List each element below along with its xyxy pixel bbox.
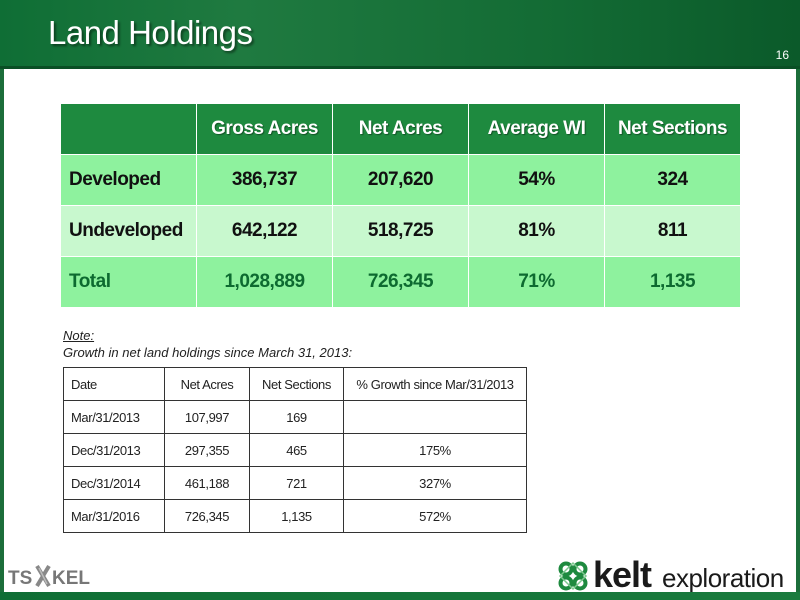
growth-table: Date Net Acres Net Sections % Growth sin… xyxy=(63,367,527,533)
table-row: Dec/31/2014 461,188 721 327% xyxy=(63,466,527,500)
kelt-wordmark: kelt xyxy=(593,554,652,595)
table-row: Undeveloped 642,122 518,725 81% 811 xyxy=(60,205,741,257)
table-row: Dec/31/2013 297,355 465 175% xyxy=(63,433,527,467)
growth-cell xyxy=(343,400,527,434)
date-cell: Dec/31/2013 xyxy=(63,433,165,467)
header-net-acres: Net Acres xyxy=(164,367,250,401)
header-blank xyxy=(60,103,197,155)
slide-number: 16 xyxy=(775,48,789,62)
net-sections-cell: 1,135 xyxy=(249,499,344,533)
table-header-row: Gross Acres Net Acres Average WI Net Sec… xyxy=(60,103,741,155)
net-acres-cell: 518,725 xyxy=(332,205,469,257)
header-growth: % Growth since Mar/31/2013 xyxy=(343,367,527,401)
table-row: Mar/31/2016 726,345 1,135 572% xyxy=(63,499,527,533)
date-cell: Dec/31/2014 xyxy=(63,466,165,500)
growth-cell: 327% xyxy=(343,466,527,500)
note-title: Note: xyxy=(63,328,95,343)
table-row: Mar/31/2013 107,997 169 xyxy=(63,400,527,434)
row-label: Total xyxy=(60,256,197,308)
svg-text:TS: TS xyxy=(8,568,32,589)
header-date: Date xyxy=(63,367,165,401)
note-text: Growth in net land holdings since March … xyxy=(63,345,353,360)
net-acres-cell: 726,345 xyxy=(332,256,469,308)
date-cell: Mar/31/2016 xyxy=(63,499,165,533)
kelt-knot-icon xyxy=(558,561,588,591)
growth-cell: 572% xyxy=(343,499,527,533)
date-cell: Mar/31/2013 xyxy=(63,400,165,434)
growth-cell: 175% xyxy=(343,433,527,467)
table-row-total: Total 1,028,889 726,345 71% 1,135 xyxy=(60,256,741,308)
row-label: Developed xyxy=(60,154,197,206)
row-label: Undeveloped xyxy=(60,205,197,257)
net-sections-cell: 324 xyxy=(604,154,741,206)
net-acres-cell: 297,355 xyxy=(164,433,250,467)
header-net-acres: Net Acres xyxy=(332,103,469,155)
net-acres-cell: 726,345 xyxy=(164,499,250,533)
header-average-wi: Average WI xyxy=(468,103,605,155)
average-wi-cell: 81% xyxy=(468,205,605,257)
net-sections-cell: 1,135 xyxy=(604,256,741,308)
right-border xyxy=(796,69,800,600)
average-wi-cell: 54% xyxy=(468,154,605,206)
tsx-kel-logo: TS KEL xyxy=(8,564,90,589)
header-net-sections: Net Sections xyxy=(249,367,344,401)
gross-acres-cell: 1,028,889 xyxy=(196,256,333,308)
land-holdings-table: Gross Acres Net Acres Average WI Net Sec… xyxy=(60,103,741,308)
net-acres-cell: 107,997 xyxy=(164,400,250,434)
net-sections-cell: 721 xyxy=(249,466,344,500)
net-sections-cell: 169 xyxy=(249,400,344,434)
left-border xyxy=(0,69,4,600)
gross-acres-cell: 386,737 xyxy=(196,154,333,206)
net-sections-cell: 811 xyxy=(604,205,741,257)
average-wi-cell: 71% xyxy=(468,256,605,308)
header-net-sections: Net Sections xyxy=(604,103,741,155)
gross-acres-cell: 642,122 xyxy=(196,205,333,257)
header-bar xyxy=(0,0,800,69)
header-gross-acres: Gross Acres xyxy=(196,103,333,155)
net-acres-cell: 461,188 xyxy=(164,466,250,500)
bottom-border xyxy=(0,592,800,600)
slide-title: Land Holdings xyxy=(48,14,253,51)
growth-header-row: Date Net Acres Net Sections % Growth sin… xyxy=(63,367,527,401)
net-sections-cell: 465 xyxy=(249,433,344,467)
kelt-exploration-text: exploration xyxy=(662,563,784,593)
net-acres-cell: 207,620 xyxy=(332,154,469,206)
table-row: Developed 386,737 207,620 54% 324 xyxy=(60,154,741,206)
svg-text:KEL: KEL xyxy=(52,568,90,589)
